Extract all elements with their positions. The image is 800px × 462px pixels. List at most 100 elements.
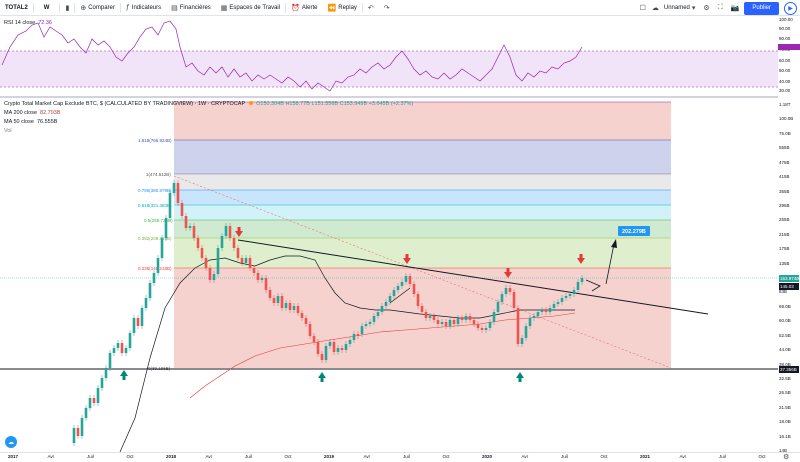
candle [580, 278, 584, 282]
rsi-value: 72.36 [38, 20, 52, 26]
rsi-tick: 80.00 [779, 36, 791, 41]
rsi-tick: 100.00 [779, 17, 793, 22]
compare-button[interactable]: ⊕ Comparer [75, 0, 120, 16]
undo-button[interactable]: ↶ [363, 0, 379, 16]
candle [180, 203, 184, 216]
candle [332, 342, 336, 352]
settings-icon[interactable]: ⚙ [783, 454, 790, 461]
financials-button[interactable]: ▤ Financières [166, 0, 216, 16]
fib-band-0382 [174, 238, 671, 268]
price-tick: 1.18T [779, 102, 791, 107]
settings-gear-icon[interactable]: ⚙ [703, 5, 710, 12]
top-toolbar: TOTAL2 W ▮ ⊕ Comparer ƒ Indicateurs ▤ Finan… [0, 0, 800, 16]
fullscreen-icon[interactable]: ⛶ [717, 4, 723, 11]
price-tick: 555B [779, 145, 790, 151]
market-open-dot [248, 101, 253, 105]
price-tick: 26.5B [779, 390, 791, 396]
candle [356, 334, 360, 336]
candle [492, 312, 496, 322]
publish-button[interactable]: Publier [744, 1, 779, 15]
price-tick: 215B [779, 231, 790, 237]
fib-band-0618 [174, 205, 671, 220]
ohlc-values: O150.304B H158.77B L151.556B C153.949B +… [256, 101, 414, 107]
candle [408, 276, 412, 284]
layout-name: Unnamed [663, 5, 690, 11]
price-tick: 14B [779, 448, 788, 453]
candle [316, 342, 320, 354]
workspaces-label: Espaces de Travail [229, 4, 281, 11]
candle [440, 322, 444, 324]
candle [80, 418, 84, 436]
projection-arrow-long [605, 243, 615, 285]
candle [420, 306, 424, 312]
candle [352, 334, 356, 340]
interval-button[interactable]: W [34, 0, 60, 16]
ma-price-tag: 145.03 [779, 283, 799, 290]
candle [228, 226, 232, 238]
fib-band-05 [174, 220, 671, 238]
candle [160, 238, 164, 258]
plus-circle-icon: ⊕ [80, 4, 87, 12]
ma200-value: 82.793B [40, 110, 61, 116]
candle [348, 340, 352, 344]
candle [572, 290, 576, 294]
camera-icon[interactable]: 📷 [730, 5, 740, 12]
cloud-icon: ☁ [651, 5, 659, 12]
candle [88, 398, 92, 408]
redo-button[interactable]: ↷ [379, 0, 395, 16]
candle [544, 310, 548, 312]
candle [516, 308, 520, 344]
candle [336, 348, 340, 352]
candle [248, 258, 252, 268]
time-tick: Oct [442, 454, 450, 459]
projection-arrow-short [585, 279, 601, 292]
layout-menu[interactable]: Unnamed ▾ [661, 0, 699, 16]
price-tick: 18.0B [779, 419, 791, 425]
layout-box-icon[interactable]: ☐ [639, 5, 646, 12]
candle-type-button[interactable]: ▮ [60, 0, 74, 16]
chevron-down-icon: ▾ [691, 5, 696, 12]
red-arrow-stem [506, 268, 510, 272]
candle [480, 328, 484, 330]
replay-button[interactable]: ⏪ Replay [323, 0, 362, 16]
candle [124, 348, 128, 353]
candle [400, 282, 404, 286]
time-tick: 2020 [482, 454, 493, 459]
time-tick: Juil [87, 454, 94, 459]
interval-label: W [43, 4, 50, 11]
indicators-button[interactable]: ƒ Indicateurs [121, 0, 166, 16]
candle [300, 313, 304, 318]
candle [344, 344, 348, 350]
candle [324, 346, 328, 360]
candle [224, 226, 228, 236]
fib-band-top [174, 102, 671, 140]
indicators-icon: ƒ [125, 4, 130, 11]
candle [208, 268, 212, 280]
time-tick: Juil [719, 454, 726, 459]
candle [176, 183, 180, 203]
candle [92, 398, 96, 403]
candle [120, 343, 124, 353]
candle [528, 318, 532, 326]
diagonal-trend-dashed [173, 175, 672, 369]
rsi-value-tag [778, 44, 800, 50]
alert-button[interactable]: ⏰ Alerte [286, 0, 322, 16]
main-legend: Crypto Total Market Cap Exclude BTC, $ (… [4, 101, 413, 107]
vol-legend: Vol [4, 128, 12, 134]
candle [476, 324, 480, 328]
symbol-search[interactable]: TOTAL2 [0, 0, 33, 16]
price-tick: 295B [779, 202, 790, 208]
candle [308, 324, 312, 336]
candle [560, 298, 564, 302]
toolbar-right: ☐ ☁ Unnamed ▾ ⚙ ⛶ 📷 Publier ▶ [640, 0, 800, 16]
candle [204, 258, 208, 268]
candle [268, 290, 272, 298]
candle [328, 342, 332, 346]
candle [532, 316, 536, 318]
candle [340, 348, 344, 350]
pane-divider[interactable] [0, 96, 778, 98]
candle [192, 226, 196, 238]
teal-arrows [120, 370, 524, 382]
play-icon[interactable]: ▶ [784, 1, 797, 15]
workspaces-button[interactable]: ▦ Espaces de Travail [216, 0, 285, 16]
